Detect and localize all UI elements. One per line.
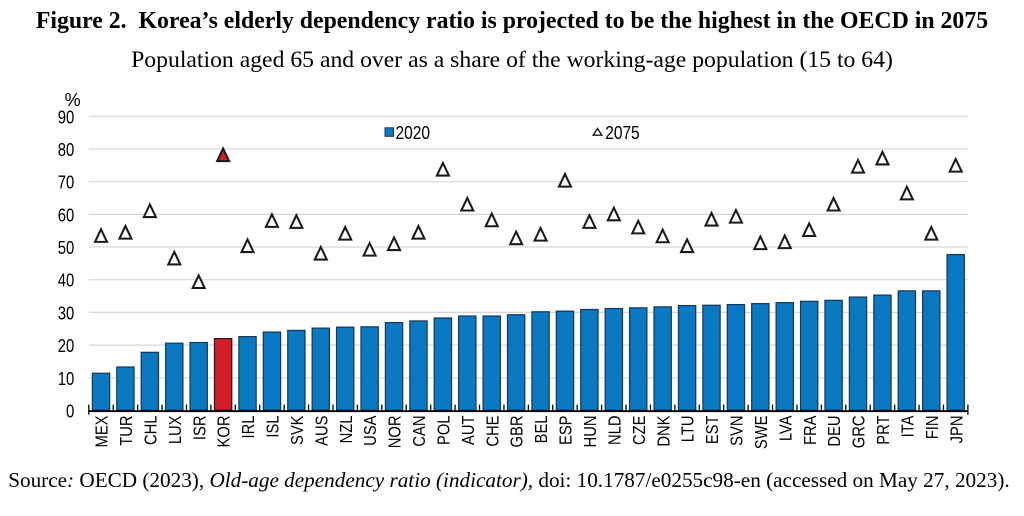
svg-text:FIN: FIN [923,416,943,440]
svg-text:50: 50 [58,238,75,258]
svg-text:20: 20 [58,336,75,356]
svg-text:KOR: KOR [214,415,234,447]
svg-text:IRL: IRL [239,416,259,439]
svg-text:HUN: HUN [581,416,601,448]
svg-text:ISR: ISR [190,415,210,440]
svg-text:NZL: NZL [336,416,356,444]
svg-text:JPN: JPN [947,416,967,444]
svg-text:80: 80 [58,140,75,160]
svg-text:CZE: CZE [630,415,650,445]
svg-text:LTU: LTU [678,416,698,443]
svg-text:30: 30 [58,303,75,323]
svg-text:SVN: SVN [727,416,747,446]
svg-text:DNK: DNK [654,415,674,446]
svg-text:GRC: GRC [849,415,869,448]
svg-text:CHL: CHL [141,416,161,445]
svg-text:NOR: NOR [385,415,405,448]
svg-text:BEL: BEL [532,416,552,444]
svg-text:CAN: CAN [410,416,430,447]
svg-text:USA: USA [361,415,381,445]
svg-text:40: 40 [58,271,75,291]
svg-text:0: 0 [66,402,74,422]
svg-text:CHE: CHE [483,415,503,446]
svg-text:ESP: ESP [556,415,576,445]
svg-text:10: 10 [58,369,75,389]
svg-text:NLD: NLD [605,415,625,445]
svg-text:EST: EST [703,416,723,445]
svg-text:2075: 2075 [605,123,640,143]
svg-text:%: % [65,90,81,110]
svg-text:LVA: LVA [776,415,796,441]
svg-text:FRA: FRA [800,415,820,445]
svg-text:GBR: GBR [507,415,527,447]
svg-text:SVK: SVK [288,415,308,445]
svg-text:AUS: AUS [312,415,332,445]
svg-text:60: 60 [58,205,75,225]
svg-text:MEX: MEX [92,415,112,447]
svg-text:PRT: PRT [874,416,894,445]
svg-text:2020: 2020 [396,123,431,143]
svg-text:70: 70 [58,173,75,193]
svg-text:LUX: LUX [166,415,186,444]
svg-text:TUR: TUR [117,415,137,445]
svg-text:SWE: SWE [752,415,772,449]
svg-text:ITA: ITA [898,415,918,437]
svg-text:AUT: AUT [459,416,479,445]
svg-text:ISL: ISL [263,416,283,438]
svg-text:DEU: DEU [825,416,845,447]
svg-text:POL: POL [434,416,454,446]
svg-text:90: 90 [58,107,75,127]
